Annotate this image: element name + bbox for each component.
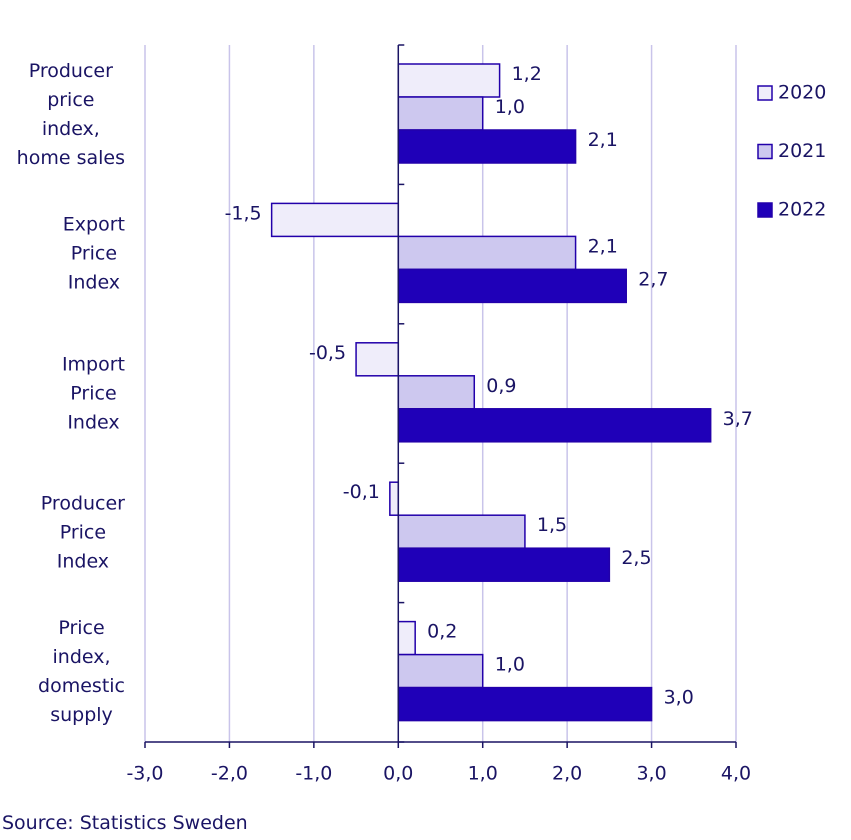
bar xyxy=(397,268,627,304)
value-label: 3,0 xyxy=(664,687,694,709)
source-note: Source: Statistics Sweden xyxy=(2,812,248,834)
x-tick-label: 2,0 xyxy=(552,763,582,785)
category-label: Producer Price Index xyxy=(40,492,125,573)
value-label: 0,9 xyxy=(486,375,516,397)
bar xyxy=(397,620,416,656)
legend-label: 2021 xyxy=(778,140,826,162)
legend-swatch xyxy=(757,143,773,160)
x-tick-label: 3,0 xyxy=(636,763,666,785)
category-label: Export Price Index xyxy=(62,213,125,294)
bar xyxy=(397,653,484,689)
legend-label: 2022 xyxy=(778,199,826,221)
legend-label: 2020 xyxy=(778,82,826,104)
x-tick-label: 4,0 xyxy=(721,763,751,785)
bar xyxy=(397,514,526,549)
bar xyxy=(397,96,484,131)
x-tick-label: -3,0 xyxy=(126,763,163,785)
x-tick-label: 0,0 xyxy=(383,763,413,785)
value-label: 2,7 xyxy=(638,268,668,290)
bar xyxy=(397,686,653,722)
bar xyxy=(397,235,577,271)
category-label: Price index, domestic supply xyxy=(38,617,125,727)
bar xyxy=(397,408,712,443)
bar xyxy=(355,342,400,377)
value-label: 2,5 xyxy=(621,547,651,569)
value-label: 2,1 xyxy=(588,235,618,257)
value-label: 1,2 xyxy=(512,63,542,85)
value-label: 1,0 xyxy=(495,654,525,676)
value-label: -0,5 xyxy=(309,342,346,364)
x-tick-label: -2,0 xyxy=(211,763,248,785)
value-label: -1,5 xyxy=(225,202,262,224)
value-label: 1,5 xyxy=(537,514,567,536)
value-label: 0,2 xyxy=(427,621,457,643)
bar xyxy=(270,202,400,238)
bar xyxy=(397,375,476,410)
value-label: 3,7 xyxy=(723,408,753,430)
value-label: 1,0 xyxy=(495,96,525,118)
bar xyxy=(397,63,501,98)
legend-swatch xyxy=(757,202,773,218)
category-label: Import Price Index xyxy=(61,353,125,433)
legend-swatch xyxy=(757,85,773,101)
bar xyxy=(389,481,400,516)
x-tick-label: -1,0 xyxy=(295,763,332,785)
bar xyxy=(397,547,611,582)
x-tick-label: 1,0 xyxy=(468,763,498,785)
bar xyxy=(397,129,577,164)
value-label: -0,1 xyxy=(343,481,380,503)
category-label: Producer price index, home sales xyxy=(16,59,125,169)
value-label: 2,1 xyxy=(588,129,618,151)
